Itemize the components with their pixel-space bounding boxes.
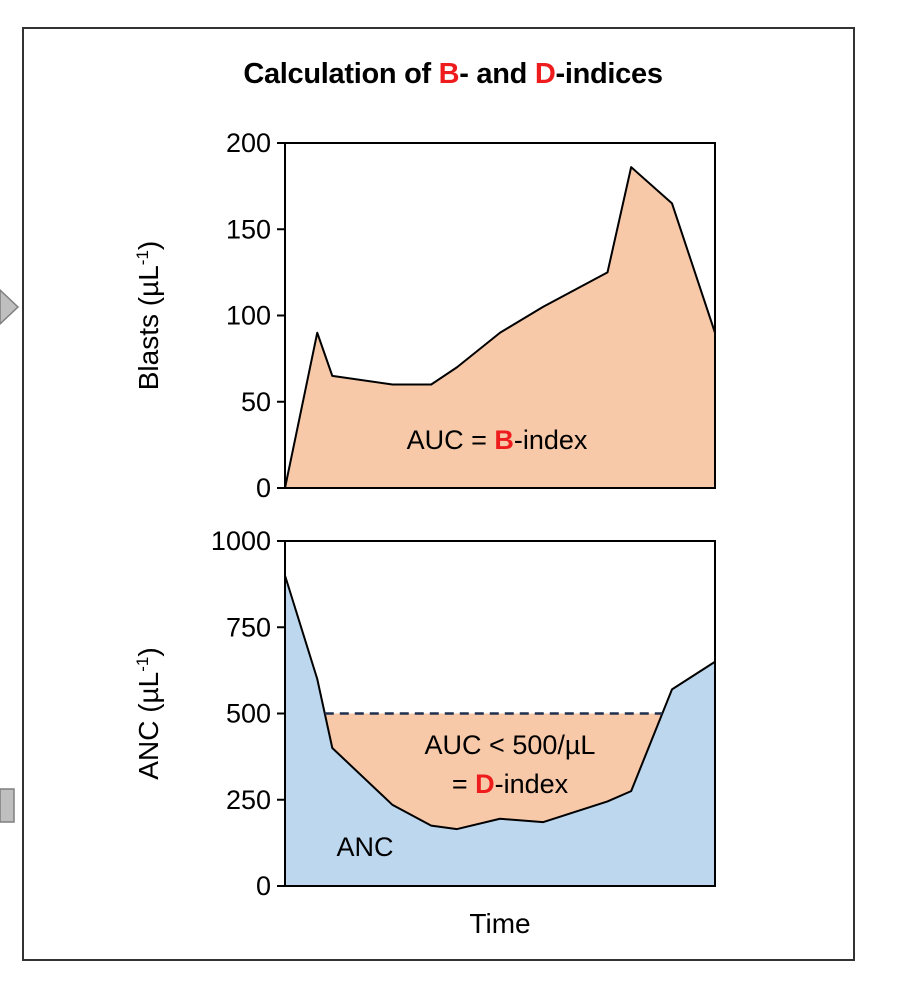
title-highlight-b: B bbox=[438, 58, 460, 90]
blasts-y-tick-label: 0 bbox=[256, 473, 271, 503]
blasts-y-tick-label: 50 bbox=[241, 387, 271, 417]
anc-y-tick-label: 250 bbox=[226, 785, 271, 815]
anc-y-ticks: 0 250 500 750 1000 bbox=[211, 526, 285, 901]
anc-y-tick-label: 1000 bbox=[211, 526, 271, 556]
blasts-y-ticks: 0 50 100 150 200 bbox=[226, 128, 285, 503]
title-part-1: Calculation of bbox=[243, 58, 439, 90]
d-index-annotation-line1: AUC < 500/µL bbox=[425, 730, 596, 760]
blasts-y-axis-title: Blasts (µL-1) bbox=[133, 241, 164, 391]
anc-y-axis-title: ANC (µL-1) bbox=[133, 647, 164, 779]
anc-series-label: ANC bbox=[336, 832, 393, 862]
anc-y-tick-label: 750 bbox=[226, 612, 271, 642]
anc-y-tick-label: 500 bbox=[226, 699, 271, 729]
anc-line bbox=[284, 575, 716, 831]
blasts-y-tick-label: 200 bbox=[226, 128, 271, 158]
time-x-axis-title: Time bbox=[469, 908, 530, 939]
blasts-area bbox=[284, 166, 716, 489]
anc-chart: 0 250 500 750 1000 ANC (µL-1) AUC < 500/µL =… bbox=[133, 526, 716, 939]
edge-arrow-box bbox=[0, 788, 15, 823]
b-index-annotation: AUC = B-index bbox=[407, 425, 588, 455]
title-part-3: -indices bbox=[555, 58, 663, 90]
blasts-chart: 0 50 100 150 200 Blasts (µL-1) AUC = B-index bbox=[133, 128, 716, 503]
anc-area bbox=[285, 575, 715, 886]
title-highlight-d: D bbox=[534, 58, 556, 90]
d-index-area bbox=[324, 713, 663, 830]
blasts-y-tick-label: 150 bbox=[226, 214, 271, 244]
d-index-annotation-line2: = D-index bbox=[452, 769, 569, 799]
edge-arrow-diamond bbox=[0, 288, 20, 326]
edge-arrows bbox=[0, 288, 20, 823]
anc-y-tick-label: 0 bbox=[256, 871, 271, 901]
blasts-y-tick-label: 100 bbox=[226, 301, 271, 331]
figure-title: Calculation of B- and D-indices bbox=[0, 58, 906, 91]
title-part-2: - and bbox=[459, 58, 535, 90]
